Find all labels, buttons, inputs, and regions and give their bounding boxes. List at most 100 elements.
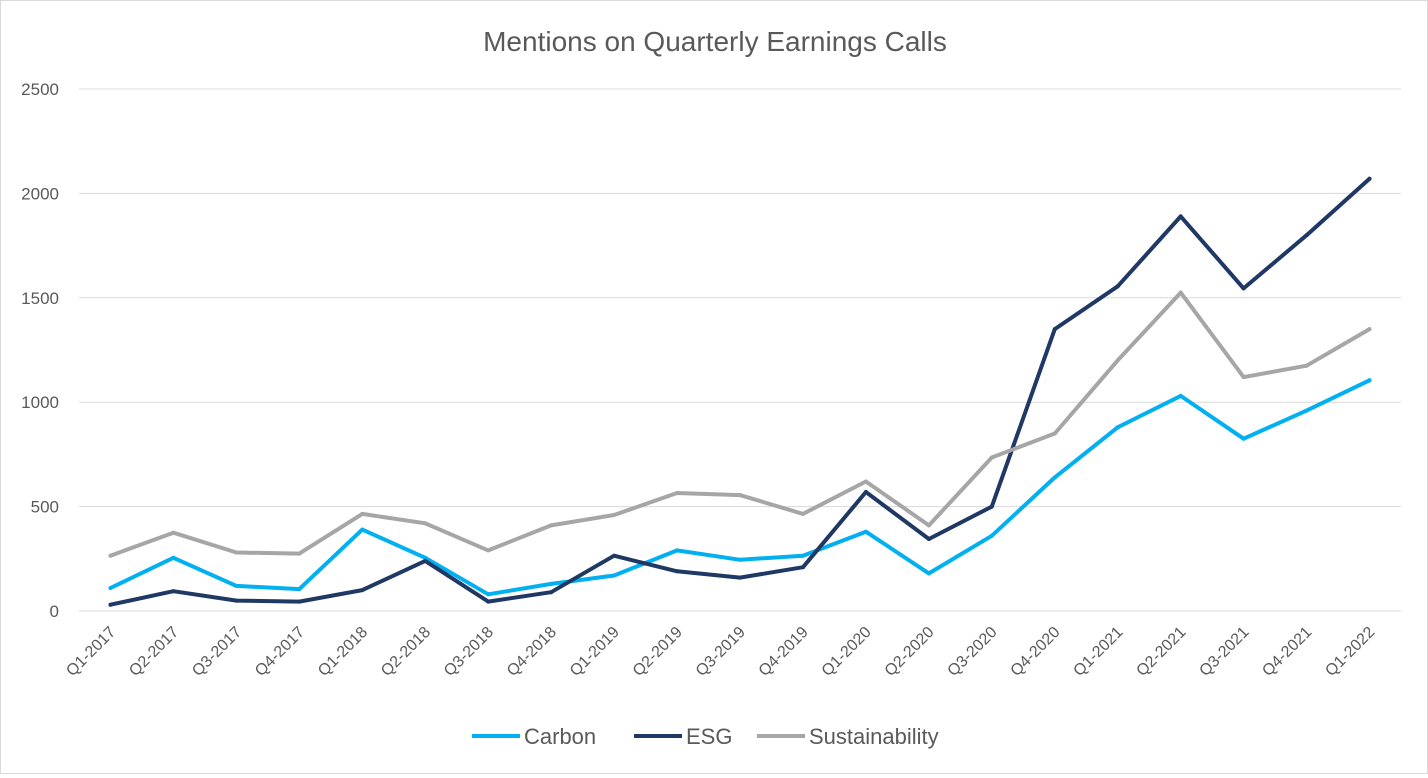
legend-label-sustainability: Sustainability xyxy=(809,724,939,749)
x-tick-label: Q3-2020 xyxy=(945,624,1001,680)
data-point-esg xyxy=(423,558,428,563)
data-point-sustainability xyxy=(863,479,868,484)
data-point-sustainability xyxy=(675,491,679,495)
data-point-carbon xyxy=(486,592,491,597)
data-point-esg xyxy=(926,537,931,541)
series-lines xyxy=(108,176,1372,607)
x-tick-label: Q1-2018 xyxy=(315,624,371,680)
data-point-esg xyxy=(549,590,554,595)
y-tick-label: 1000 xyxy=(21,393,59,412)
y-tick-label: 2000 xyxy=(21,184,59,203)
data-point-carbon xyxy=(360,527,365,532)
data-point-esg xyxy=(1115,284,1120,289)
data-point-esg xyxy=(989,504,994,509)
data-point-carbon xyxy=(1304,408,1309,413)
x-tick-label: Q2-2021 xyxy=(1133,624,1189,680)
data-point-carbon xyxy=(863,529,868,534)
x-tick-label: Q4-2018 xyxy=(504,624,560,680)
data-point-carbon xyxy=(989,533,994,538)
data-point-sustainability xyxy=(171,530,176,535)
x-tick-label: Q2-2018 xyxy=(378,624,434,680)
data-point-carbon xyxy=(1178,393,1183,398)
x-tick-label: Q2-2020 xyxy=(882,624,938,680)
series-line-esg xyxy=(108,176,1372,607)
x-axis-ticks: Q1-2017 Q2-2017 Q3-2017 Q4-2017 Q1-2018 Q2-20… xyxy=(63,624,1378,680)
data-point-esg xyxy=(234,598,239,603)
data-point-esg xyxy=(1178,214,1183,219)
y-tick-label: 1500 xyxy=(21,289,59,308)
data-point-carbon xyxy=(423,555,428,560)
y-axis-ticks: 0 500 1000 1500 2000 2500 xyxy=(21,80,59,621)
grid-lines xyxy=(79,88,1401,612)
data-point-carbon xyxy=(801,553,805,558)
data-point-sustainability xyxy=(989,455,994,460)
legend-label-esg: ESG xyxy=(686,724,732,749)
data-point-carbon xyxy=(1367,378,1372,383)
x-tick-label: Q3-2017 xyxy=(189,624,245,680)
x-tick-label: Q4-2020 xyxy=(1008,624,1064,680)
data-point-esg xyxy=(171,589,176,594)
data-point-sustainability xyxy=(423,521,428,526)
data-point-sustainability xyxy=(108,553,113,558)
x-tick-label: Q1-2021 xyxy=(1070,624,1126,680)
data-point-sustainability xyxy=(486,548,491,553)
data-point-carbon xyxy=(108,586,113,590)
y-tick-label: 500 xyxy=(31,498,59,517)
data-point-esg xyxy=(675,569,679,574)
data-point-sustainability xyxy=(234,550,239,555)
data-point-carbon xyxy=(738,557,742,562)
chart-title: Mentions on Quarterly Earnings Calls xyxy=(483,26,947,57)
data-point-carbon xyxy=(926,571,931,576)
data-point-esg xyxy=(1367,176,1372,181)
data-point-carbon xyxy=(1052,475,1057,480)
data-point-esg xyxy=(1241,286,1246,291)
data-point-esg xyxy=(1052,327,1057,332)
series-line-sustainability xyxy=(108,290,1372,558)
data-point-sustainability xyxy=(1052,431,1057,436)
x-tick-label: Q3-2019 xyxy=(693,624,749,680)
x-tick-label: Q2-2019 xyxy=(630,624,686,680)
x-tick-label: Q4-2021 xyxy=(1259,624,1315,680)
data-point-carbon xyxy=(675,548,679,553)
data-point-esg xyxy=(863,490,868,494)
data-point-esg xyxy=(801,565,805,570)
data-point-sustainability xyxy=(549,523,554,528)
data-point-esg xyxy=(738,575,742,580)
series-line-carbon xyxy=(108,378,1372,597)
data-point-sustainability xyxy=(1367,327,1372,332)
x-tick-label: Q2-2017 xyxy=(126,624,182,680)
data-point-sustainability xyxy=(297,551,302,556)
data-point-sustainability xyxy=(1241,375,1246,380)
data-point-sustainability xyxy=(926,523,931,528)
x-tick-label: Q1-2022 xyxy=(1322,624,1378,680)
data-point-sustainability xyxy=(1178,290,1183,295)
y-tick-label: 0 xyxy=(50,602,59,621)
x-tick-label: Q1-2020 xyxy=(819,624,875,680)
legend-label-carbon: Carbon xyxy=(524,724,596,749)
x-tick-label: Q1-2017 xyxy=(63,624,119,680)
legend: Carbon ESG Sustainability xyxy=(472,724,939,749)
data-point-esg xyxy=(612,553,617,558)
data-point-sustainability xyxy=(801,511,805,516)
x-tick-label: Q3-2018 xyxy=(441,624,497,680)
data-point-carbon xyxy=(549,581,554,586)
data-point-esg xyxy=(297,599,302,604)
data-point-carbon xyxy=(234,583,239,588)
data-point-sustainability xyxy=(612,513,617,517)
x-tick-label: Q1-2019 xyxy=(567,624,623,680)
data-point-carbon xyxy=(297,587,302,592)
data-point-esg xyxy=(108,602,113,607)
y-tick-label: 2500 xyxy=(21,80,59,99)
x-tick-label: Q4-2017 xyxy=(252,624,308,680)
data-point-sustainability xyxy=(1115,358,1120,363)
data-point-sustainability xyxy=(1304,363,1309,368)
data-point-esg xyxy=(486,599,491,604)
data-point-carbon xyxy=(171,555,176,560)
data-point-esg xyxy=(1304,233,1309,238)
x-tick-label: Q4-2019 xyxy=(756,624,812,680)
data-point-carbon xyxy=(1241,436,1246,441)
data-point-sustainability xyxy=(738,493,742,498)
data-point-esg xyxy=(360,588,365,593)
